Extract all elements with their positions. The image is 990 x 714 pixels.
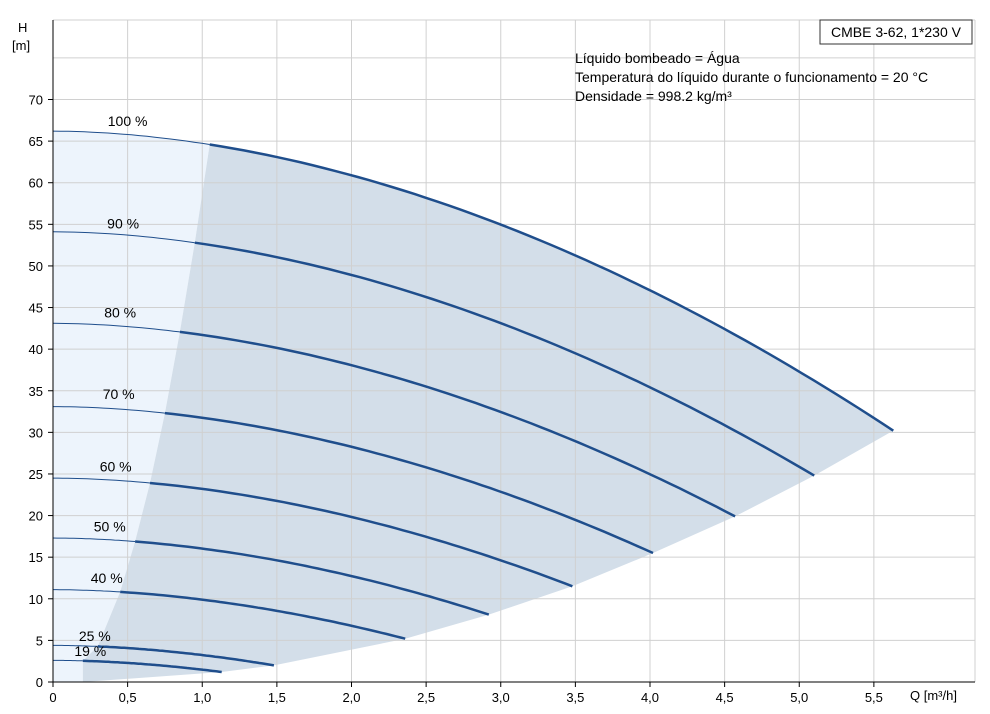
operating-region (82, 144, 894, 682)
y-tick-label: 45 (29, 301, 43, 316)
speed-curve-label: 80 % (104, 305, 136, 321)
y-tick-label: 0 (36, 675, 43, 690)
x-tick-label: 1,5 (268, 690, 286, 705)
annotation-liquid: Líquido bombeado = Água (575, 50, 740, 66)
speed-curve (134, 540, 490, 616)
y-tick-label: 35 (29, 384, 43, 399)
speed-curve-label: 50 % (94, 518, 126, 534)
speed-curve-low-flow (53, 477, 151, 484)
y-tick-label: 70 (29, 93, 43, 108)
speed-curve-low-flow (53, 589, 121, 593)
speed-curve-label: 100 % (108, 113, 148, 129)
speed-curve (82, 659, 222, 674)
annotation-temperature: Temperatura do líquido durante o funcion… (575, 69, 928, 85)
axes-layer: 0 0,5 1,0 1,5 2,0 2,5 3,0 3,5 4,0 4,5 5,0 5,5 0 5 10 15… (29, 20, 975, 705)
x-tick-label: 0,5 (119, 690, 137, 705)
x-tick-label: 4,5 (716, 690, 734, 705)
labels-layer: 100 % 90 % 80 % 70 % 60 % 50 % 40 % 25 %19 % (74, 113, 147, 659)
info-panel: CMBE 3-62, 1*230 V Líquido bombeado = Ág… (575, 19, 973, 104)
speed-curve-label: 25 % (79, 628, 111, 644)
y-tick-label: 50 (29, 259, 43, 274)
y-tick-label: 55 (29, 217, 43, 232)
annotation-density: Densidade = 998.2 kg/m³ (575, 88, 732, 104)
low-flow-region (53, 131, 210, 682)
y-tick-label: 10 (29, 592, 43, 607)
curves-layer (52, 130, 894, 674)
speed-curve-low-flow (53, 406, 165, 414)
y-tick-label: 20 (29, 509, 43, 524)
speed-curve-label: 60 % (100, 458, 132, 474)
speed-curve-low-flow (53, 644, 98, 647)
y-tick-label: 65 (29, 134, 43, 149)
x-tick-label: 3,5 (566, 690, 584, 705)
grid-layer (52, 19, 976, 683)
speed-curve-label: 40 % (91, 570, 123, 586)
speed-curve-low-flow (52, 322, 180, 333)
y-tick-label: 25 (29, 467, 43, 482)
speed-curve-low-flow (52, 231, 195, 244)
speed-curve (97, 645, 275, 667)
x-tick-label: 4,0 (641, 690, 659, 705)
y-tick-label: 5 (36, 633, 43, 648)
x-tick-label: 5,0 (790, 690, 808, 705)
speed-curve-label: 70 % (103, 386, 135, 402)
y-axis-title: H (18, 20, 27, 35)
y-axis-unit: [m] (12, 38, 30, 53)
title-box (819, 19, 973, 45)
speed-curve (194, 241, 815, 477)
x-tick-label: 1,0 (193, 690, 211, 705)
regions-layer (53, 131, 894, 682)
y-tick-label: 40 (29, 342, 43, 357)
speed-curve-label: 19 % (74, 643, 106, 659)
x-tick-label: 2,5 (417, 690, 435, 705)
speed-curve-label: 90 % (107, 215, 139, 231)
speed-curve (149, 481, 573, 588)
x-tick-label: 5,5 (865, 690, 883, 705)
speed-curve-low-flow (52, 537, 136, 542)
x-tick-label: 2,0 (342, 690, 360, 705)
speed-curve (164, 411, 654, 555)
chart-title: CMBE 3-62, 1*230 V (831, 24, 962, 40)
x-tick-label: 0 (49, 690, 56, 705)
y-tick-label: 60 (29, 176, 43, 191)
x-tick-label: 3,0 (492, 690, 510, 705)
x-axis-title: Q [m³/h] (910, 688, 957, 703)
speed-curve-low-flow (52, 130, 210, 145)
speed-curve (209, 143, 894, 432)
y-tick-label: 30 (29, 425, 43, 440)
y-tick-label: 15 (29, 550, 43, 565)
speed-curve (179, 330, 736, 518)
speed-curve (120, 590, 406, 640)
